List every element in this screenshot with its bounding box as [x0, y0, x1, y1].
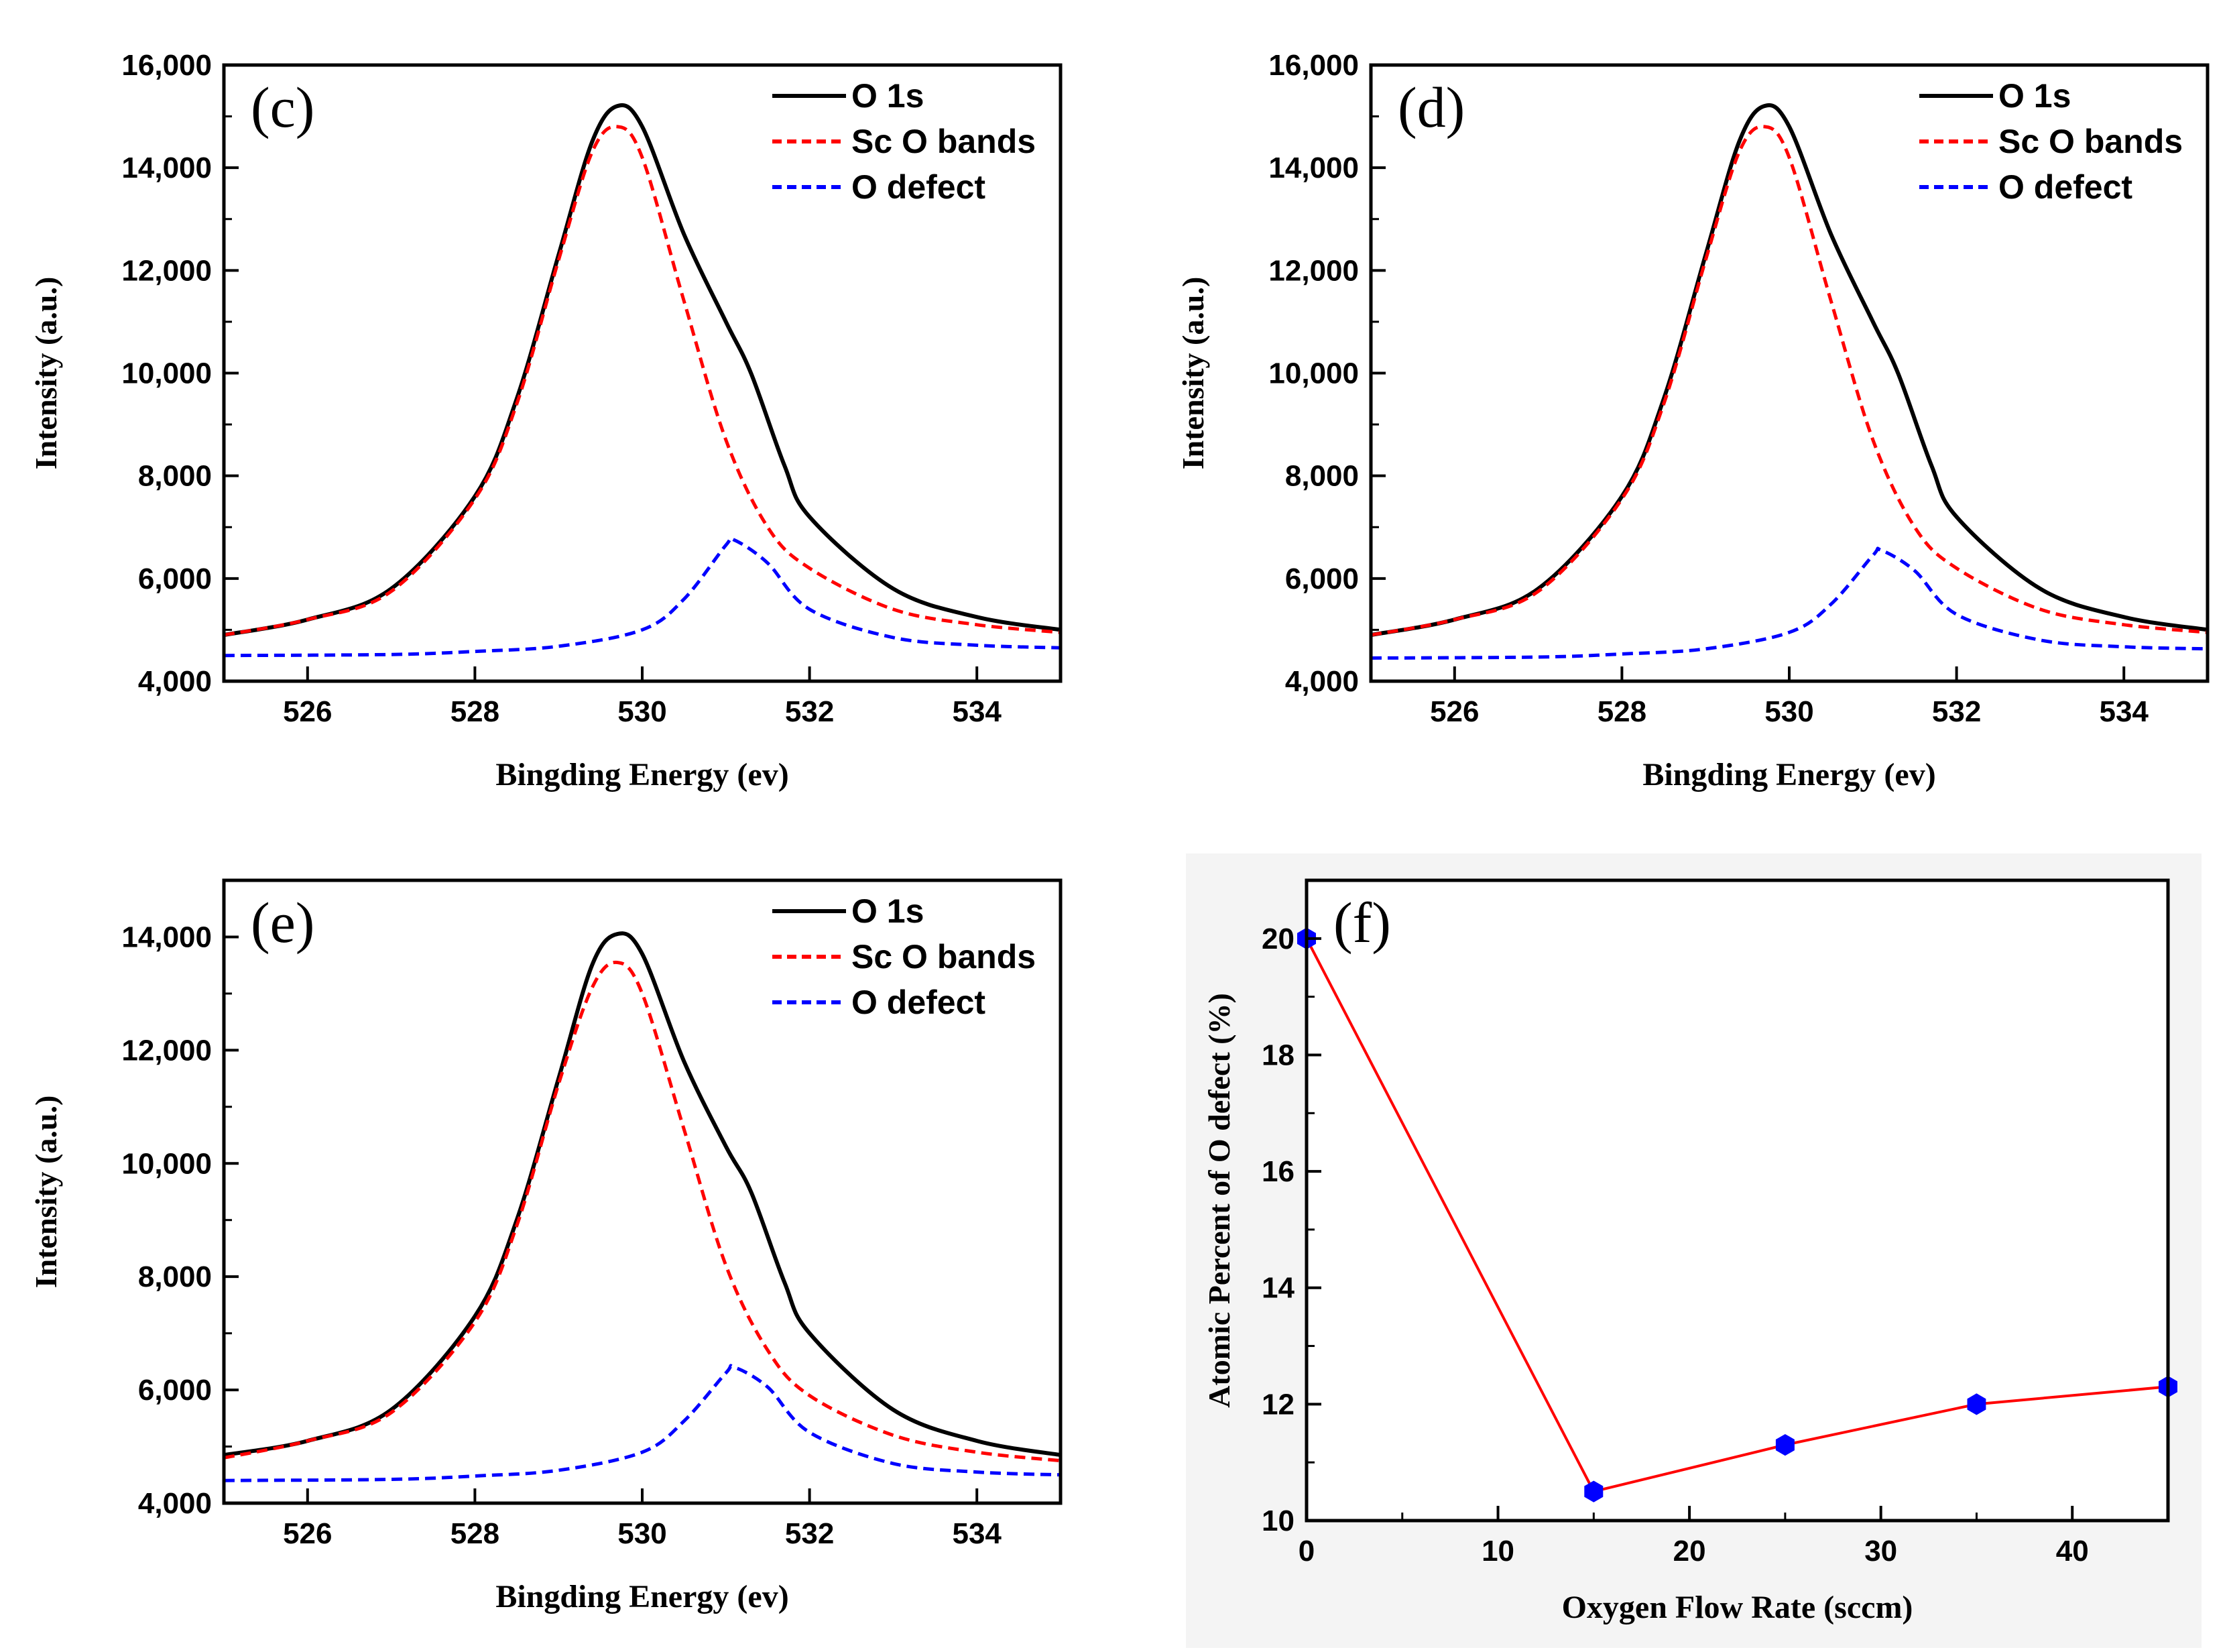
x-tick-label: 526: [283, 695, 332, 728]
legend-label: Sc O bands: [1998, 123, 2183, 160]
y-tick-label: 12,000: [121, 1034, 212, 1067]
series-line-e-o1s: [224, 931, 1061, 1458]
legend-label: O 1s: [851, 892, 924, 930]
x-tick-label: 20: [1673, 1535, 1706, 1568]
legend-label: O 1s: [851, 77, 924, 115]
panel-label: (d): [1398, 75, 1465, 139]
x-tick-label: 528: [450, 1517, 499, 1550]
y-axis-label: Intensity (a.u.): [29, 1096, 63, 1289]
x-tick-label: 530: [617, 695, 666, 728]
x-tick-label: 534: [952, 695, 1002, 728]
y-tick-label: 4,000: [138, 1487, 212, 1520]
y-axis-label: Atomic Percent of O defect (%): [1202, 993, 1236, 1408]
x-axis-label: Bingding Energy (ev): [495, 1579, 788, 1614]
y-tick-label: 4,000: [1285, 665, 1359, 698]
y-tick-label: 18: [1262, 1039, 1295, 1071]
legend-label: O defect: [851, 984, 985, 1021]
legend: O 1s Sc O bands O defect: [1919, 77, 2183, 206]
x-tick-label: 530: [1764, 695, 1813, 728]
y-tick-label: 16,000: [1268, 49, 1359, 82]
data-point-1: [1584, 1480, 1604, 1502]
series-line-c-sc-o-bands: [224, 125, 1061, 637]
x-tick-label: 532: [785, 1517, 834, 1550]
series-line-d-o-defect: [1371, 546, 2208, 660]
y-tick-label: 8,000: [138, 1260, 212, 1293]
y-tick-label: 6,000: [138, 563, 212, 595]
x-tick-label: 526: [283, 1517, 332, 1550]
x-tick-label: 40: [2056, 1535, 2089, 1568]
x-tick-label: 530: [617, 1517, 666, 1550]
y-tick-label: 20: [1262, 923, 1295, 955]
data-point-2: [1775, 1433, 1795, 1456]
panel-label: (e): [251, 890, 314, 955]
x-axis-label: Oxygen Flow Rate (sccm): [1562, 1590, 1913, 1625]
y-axis-label: Intensity (a.u.): [29, 277, 63, 470]
x-tick-label: 526: [1430, 695, 1479, 728]
y-tick-label: 14: [1262, 1272, 1295, 1305]
y-tick-label: 10,000: [1268, 357, 1359, 390]
y-tick-label: 8,000: [1285, 460, 1359, 493]
plot-area-background: [1307, 880, 2168, 1521]
legend-label: O defect: [1998, 168, 2132, 206]
series-line-e-o-defect: [224, 1364, 1061, 1482]
legend-label: O defect: [851, 168, 985, 206]
y-tick-label: 14,000: [1268, 152, 1359, 184]
x-axis-label: Bingding Energy (ev): [495, 757, 788, 792]
x-tick-label: 534: [952, 1517, 1002, 1550]
y-tick-label: 8,000: [138, 460, 212, 493]
panel-label: (c): [251, 75, 314, 139]
y-tick-label: 4,000: [138, 665, 212, 698]
chart-panel-e: 526 528 530 532 534 4,000 6,000 8,000 10,000 12,0…: [29, 878, 1063, 1614]
series-group: [1371, 103, 2208, 660]
series-line-c-o-defect: [224, 536, 1061, 658]
series-group: [224, 931, 1061, 1482]
y-tick-label: 12,000: [1268, 254, 1359, 287]
data-point-3: [1967, 1393, 1986, 1415]
x-tick-label: 532: [785, 695, 834, 728]
x-tick-label: 30: [1864, 1535, 1897, 1568]
legend-label: Sc O bands: [851, 938, 1036, 976]
axes-frame: [1305, 878, 2170, 1523]
y-tick-label: 16,000: [121, 49, 212, 82]
legend: O 1s Sc O bands O defect: [772, 77, 1036, 206]
panel-label: (f): [1333, 890, 1391, 955]
x-axis-label: Bingding Energy (ev): [1642, 757, 1935, 792]
series-line-e-sc-o-bands: [224, 960, 1061, 1463]
y-tick-label: 6,000: [138, 1374, 212, 1407]
legend: O 1s Sc O bands O defect: [772, 892, 1036, 1021]
y-tick-label: 16: [1262, 1155, 1295, 1188]
series-line-d-sc-o-bands: [1371, 125, 2208, 637]
x-tick-label: 10: [1482, 1535, 1514, 1568]
chart-panel-c: 526 528 530 532 534 4,000 6,000 8,000 10,000 12,0…: [29, 49, 1063, 792]
legend-label: Sc O bands: [851, 123, 1036, 160]
x-tick-label: 532: [1932, 695, 1981, 728]
x-tick-label: 0: [1299, 1535, 1315, 1568]
y-tick-label: 10,000: [121, 1147, 212, 1180]
y-tick-label: 10: [1262, 1504, 1295, 1537]
x-tick-label: 528: [450, 695, 499, 728]
y-axis-label: Intensity (a.u.): [1176, 277, 1210, 470]
x-tick-label: 528: [1598, 695, 1646, 728]
y-tick-label: 10,000: [121, 357, 212, 390]
y-tick-label: 12: [1262, 1388, 1295, 1421]
y-tick-label: 12,000: [121, 254, 212, 287]
y-tick-label: 6,000: [1285, 563, 1359, 595]
x-tick-label: 534: [2099, 695, 2149, 728]
series-group: [224, 103, 1061, 658]
y-tick-label: 14,000: [121, 921, 212, 953]
y-tick-label: 14,000: [121, 152, 212, 184]
chart-panel-d: 526 528 530 532 534 4,000 6,000 8,000 10,000 12,0…: [1176, 49, 2210, 792]
legend-label: O 1s: [1998, 77, 2071, 115]
